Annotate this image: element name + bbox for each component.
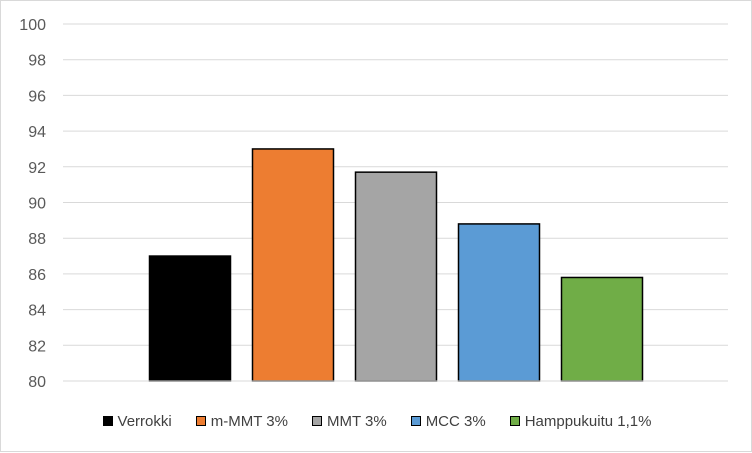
legend-item: MMT 3% — [311, 412, 387, 430]
y-tick-label: 84 — [28, 303, 46, 320]
legend-label: MCC 3% — [425, 412, 486, 430]
bar-mmt-3 — [354, 171, 438, 382]
legend-item: MCC 3% — [410, 412, 486, 430]
y-tick-label: 82 — [28, 338, 46, 355]
bar-m-mmt-3 — [251, 148, 335, 382]
legend-swatch — [509, 416, 520, 426]
y-tick-label: 90 — [28, 196, 46, 213]
legend-swatch — [311, 416, 322, 426]
legend-label: MMT 3% — [326, 412, 387, 430]
legend: Verrokki m-MMT 3% MMT 3% MCC 3% Hamppukuitu … — [1, 409, 752, 433]
legend-item: Hamppukuitu 1,1% — [509, 412, 652, 430]
legend-swatch — [102, 416, 113, 426]
legend-label: Hamppukuitu 1,1% — [524, 412, 652, 430]
y-tick-label: 92 — [28, 160, 46, 177]
legend-item: Verrokki — [102, 412, 172, 430]
bar-verrokki — [148, 255, 232, 382]
legend-swatch — [410, 416, 421, 426]
legend-label: m-MMT 3% — [210, 412, 288, 430]
bar-mcc-3 — [457, 223, 541, 382]
y-tick-label: 86 — [28, 267, 46, 284]
y-tick-label: 98 — [28, 53, 46, 70]
y-tick-label: 94 — [28, 124, 46, 141]
y-tick-label: 96 — [28, 88, 46, 105]
y-tick-label: 88 — [28, 231, 46, 248]
legend-label: Verrokki — [117, 412, 172, 430]
bars — [148, 148, 644, 382]
legend-swatch — [195, 416, 206, 426]
y-axis-ticks: 100 98 96 94 92 90 88 86 84 82 80 — [19, 17, 46, 391]
y-tick-label: 80 — [28, 374, 46, 391]
y-tick-label: 100 — [19, 17, 46, 34]
legend-item: m-MMT 3% — [195, 412, 288, 430]
bar-hamppukuitu-1-1 — [560, 276, 644, 382]
